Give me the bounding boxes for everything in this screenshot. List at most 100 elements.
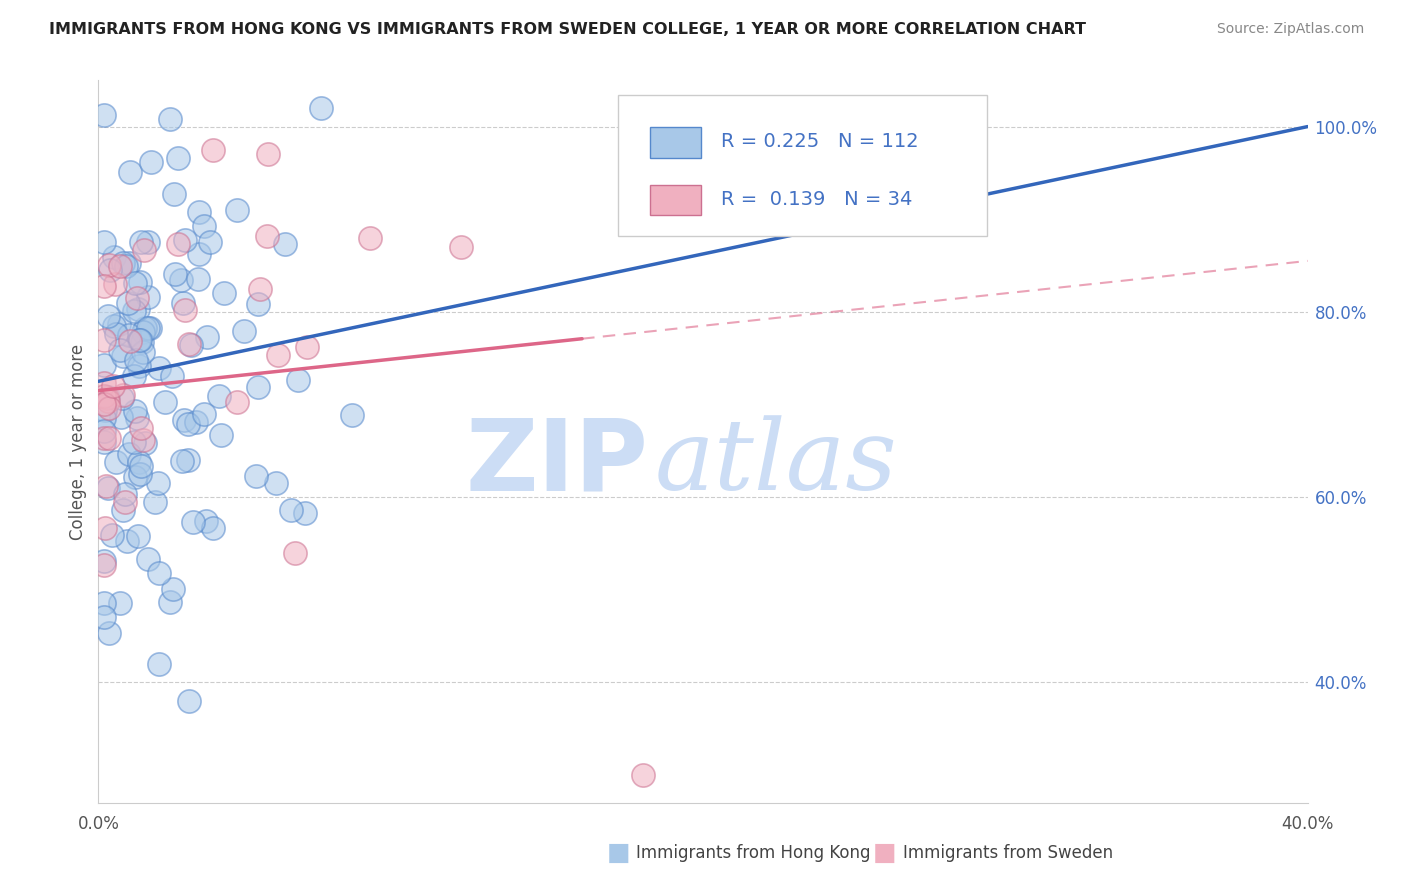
Y-axis label: College, 1 year or more: College, 1 year or more (69, 343, 87, 540)
Point (131, 345, 153, 359)
Point (125, 411, 148, 425)
Point (212, 286, 235, 301)
Point (104, 455, 127, 469)
Point (96, 391, 118, 405)
Point (134, 320, 156, 334)
Point (97, 258, 120, 272)
FancyBboxPatch shape (619, 95, 987, 235)
Point (136, 320, 159, 334)
Point (148, 566, 170, 580)
Point (226, 395, 249, 409)
Point (118, 327, 141, 342)
Point (202, 143, 225, 157)
Point (132, 433, 155, 447)
Point (179, 694, 201, 708)
Point (93, 376, 115, 390)
Point (98, 626, 121, 640)
Point (193, 407, 215, 421)
Point (183, 515, 205, 529)
Point (209, 428, 232, 442)
Point (311, 101, 333, 115)
Text: R =  0.139   N = 34: R = 0.139 N = 34 (721, 190, 912, 209)
Text: Immigrants from Sweden: Immigrants from Sweden (903, 845, 1112, 863)
Point (131, 334, 153, 349)
Point (193, 219, 215, 234)
Point (100, 527, 122, 541)
Point (94, 403, 117, 417)
Point (226, 202, 249, 217)
Text: R = 0.225   N = 112: R = 0.225 N = 112 (721, 132, 918, 152)
Point (128, 455, 150, 469)
Point (155, 395, 177, 409)
Point (122, 369, 145, 384)
Point (97, 394, 120, 409)
Point (93, 431, 115, 445)
Point (143, 494, 166, 508)
Point (198, 235, 221, 249)
Point (111, 256, 134, 270)
Point (93, 278, 115, 293)
Point (132, 243, 155, 257)
Point (172, 453, 194, 467)
Text: Immigrants from Hong Kong: Immigrants from Hong Kong (637, 845, 870, 863)
Point (136, 235, 159, 250)
Text: IMMIGRANTS FROM HONG KONG VS IMMIGRANTS FROM SWEDEN COLLEGE, 1 YEAR OR MORE CORR: IMMIGRANTS FROM HONG KONG VS IMMIGRANTS … (49, 22, 1087, 37)
Point (167, 236, 190, 251)
Point (114, 487, 136, 501)
Point (125, 291, 148, 305)
Point (128, 333, 150, 347)
Point (246, 380, 269, 394)
Point (93, 411, 115, 425)
Point (131, 420, 153, 434)
Point (256, 147, 278, 161)
Point (245, 468, 267, 483)
Point (188, 246, 211, 260)
Point (120, 165, 142, 179)
Point (112, 349, 135, 363)
Point (450, 240, 472, 254)
Point (174, 233, 197, 247)
Point (111, 503, 134, 517)
FancyBboxPatch shape (650, 128, 700, 158)
Text: atlas: atlas (655, 416, 897, 511)
Point (159, 595, 181, 609)
Point (280, 503, 302, 517)
Point (97, 390, 120, 404)
Point (101, 378, 124, 392)
Point (159, 112, 181, 126)
Point (118, 334, 141, 348)
Point (93, 435, 115, 450)
Point (184, 415, 207, 429)
Point (128, 333, 150, 347)
Point (93, 554, 115, 568)
Point (114, 494, 136, 508)
Point (131, 459, 153, 474)
Point (100, 262, 122, 277)
Point (631, 768, 654, 782)
Point (342, 409, 364, 423)
Point (266, 348, 288, 362)
Point (136, 290, 159, 304)
Text: ZIP: ZIP (465, 415, 648, 512)
Point (132, 325, 155, 339)
Point (98, 431, 121, 445)
Point (93, 424, 115, 438)
Point (115, 259, 138, 273)
Point (180, 338, 202, 352)
Point (108, 259, 131, 273)
Point (93, 558, 115, 572)
Point (173, 412, 195, 426)
Point (117, 534, 139, 549)
Text: ■: ■ (607, 841, 630, 865)
Point (187, 204, 209, 219)
Point (103, 250, 125, 264)
Point (177, 417, 200, 431)
Point (104, 277, 127, 292)
Point (124, 404, 146, 418)
Point (247, 297, 270, 311)
Point (187, 271, 209, 285)
Point (172, 296, 194, 310)
Point (127, 301, 149, 316)
Point (160, 368, 183, 383)
Point (141, 155, 163, 169)
